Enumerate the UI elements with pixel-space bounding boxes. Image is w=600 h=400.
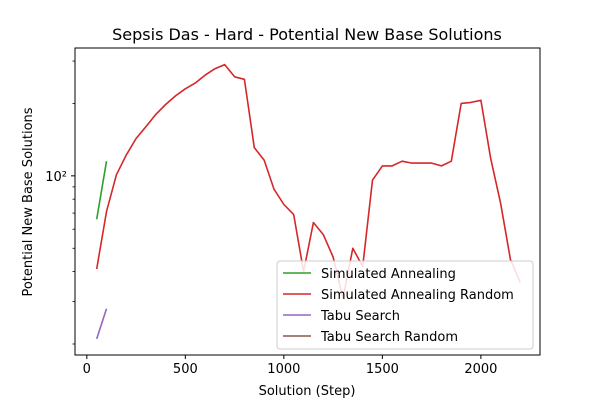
x-tick-label: 1500 [366,362,399,377]
y-axis-ticks: 10² [45,60,75,345]
x-tick-label: 1000 [267,362,300,377]
series-line-tabu-search [95,308,108,340]
chart-title: Sepsis Das - Hard - Potential New Base S… [112,25,502,44]
legend-box [276,260,534,350]
series-line-simulated-annealing-random [95,63,522,300]
x-tick-label: 0 [83,362,91,377]
legend: Simulated Annealing Simulated Annealing R… [276,260,534,350]
x-axis-label: Solution (Step) [259,384,356,399]
plot-area [74,47,541,356]
x-tick-label: 500 [173,362,198,377]
x-axis-ticks: 0 500 1000 1500 2000 [83,355,497,377]
legend-label: Tabu Search [320,309,400,324]
legend-label: Simulated Annealing Random [321,288,514,303]
series-line-simulated-annealing [95,161,108,220]
legend-label: Tabu Search Random [320,330,458,345]
plot-frame [74,47,541,356]
y-tick-label: 10² [45,170,67,185]
y-axis-label: Potential New Base Solutions [21,107,36,296]
legend-label: Simulated Annealing [321,267,456,282]
x-tick-label: 2000 [464,362,497,377]
